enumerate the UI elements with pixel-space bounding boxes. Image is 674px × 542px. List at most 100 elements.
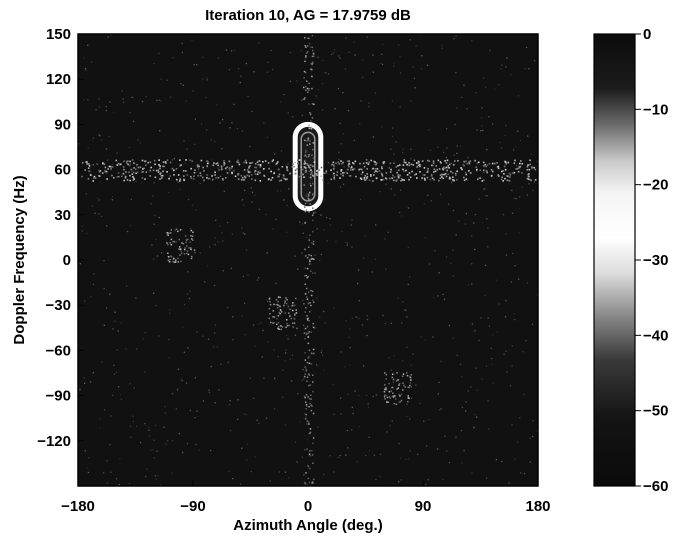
noise-speck bbox=[471, 263, 473, 265]
noise-speck bbox=[319, 316, 321, 318]
clutter-ridge-speck bbox=[256, 173, 259, 175]
noise-speck bbox=[287, 163, 289, 165]
clutter-ridge-speck bbox=[425, 171, 428, 174]
noise-speck bbox=[342, 91, 344, 94]
speckle-cluster-speck bbox=[293, 322, 296, 324]
clutter-ridge-speck bbox=[497, 175, 500, 178]
speckle-cluster-speck bbox=[190, 234, 192, 237]
sidelobe-ridge-speck bbox=[302, 86, 305, 89]
speckle-cluster-speck bbox=[407, 386, 410, 388]
speckle-cluster-speck bbox=[389, 397, 392, 399]
noise-speck bbox=[258, 208, 260, 210]
clutter-ridge-speck bbox=[456, 170, 458, 173]
noise-speck bbox=[152, 195, 154, 197]
clutter-ridge-speck bbox=[348, 162, 350, 165]
noise-speck bbox=[291, 354, 294, 356]
noise-speck bbox=[519, 417, 521, 419]
noise-speck bbox=[283, 199, 285, 201]
clutter-ridge-speck bbox=[190, 167, 193, 170]
noise-speck bbox=[114, 320, 116, 323]
noise-speck bbox=[491, 363, 493, 366]
noise-speck bbox=[333, 307, 335, 309]
noise-speck bbox=[366, 334, 368, 337]
sidelobe-ridge-speck bbox=[310, 126, 313, 129]
clutter-ridge-speck bbox=[228, 169, 231, 171]
sidelobe-ridge-speck bbox=[305, 55, 307, 57]
noise-speck bbox=[510, 281, 513, 283]
clutter-ridge-speck bbox=[375, 170, 377, 172]
noise-speck bbox=[253, 71, 255, 73]
noise-speck bbox=[400, 479, 402, 481]
sidelobe-ridge-speck bbox=[312, 352, 315, 355]
clutter-ridge-speck bbox=[271, 160, 274, 163]
clutter-ridge-speck bbox=[303, 163, 306, 165]
noise-speck bbox=[185, 382, 188, 384]
noise-speck bbox=[358, 394, 360, 397]
sidelobe-ridge-speck bbox=[311, 117, 314, 119]
speckle-cluster-speck bbox=[167, 234, 169, 236]
clutter-ridge-speck bbox=[193, 175, 195, 177]
clutter-ridge-speck bbox=[122, 172, 125, 175]
clutter-ridge-speck bbox=[477, 161, 480, 164]
noise-speck bbox=[97, 197, 99, 200]
clutter-ridge-speck bbox=[141, 159, 144, 162]
clutter-ridge-speck bbox=[373, 171, 376, 173]
noise-speck bbox=[390, 148, 392, 150]
speckle-cluster-speck bbox=[277, 300, 279, 303]
clutter-ridge-speck bbox=[421, 176, 424, 179]
noise-speck bbox=[503, 353, 505, 355]
noise-speck bbox=[414, 87, 416, 89]
sidelobe-ridge-speck bbox=[308, 239, 311, 241]
noise-speck bbox=[372, 71, 374, 73]
clutter-ridge-speck bbox=[152, 169, 155, 172]
clutter-ridge-speck bbox=[529, 159, 531, 162]
sidelobe-ridge-speck bbox=[304, 373, 307, 375]
clutter-ridge-speck bbox=[136, 171, 139, 174]
noise-speck bbox=[242, 232, 244, 234]
noise-speck bbox=[273, 377, 276, 379]
noise-speck bbox=[306, 423, 308, 425]
sidelobe-ridge-speck bbox=[306, 376, 309, 379]
noise-speck bbox=[354, 390, 356, 392]
clutter-ridge-speck bbox=[230, 167, 233, 170]
clutter-ridge-speck bbox=[297, 162, 299, 165]
speckle-cluster-speck bbox=[190, 247, 192, 249]
sidelobe-ridge-speck bbox=[304, 401, 307, 403]
clutter-ridge-speck bbox=[259, 172, 261, 174]
clutter-ridge-speck bbox=[303, 176, 305, 178]
clutter-ridge-speck bbox=[342, 161, 344, 164]
speckle-cluster-speck bbox=[177, 230, 179, 233]
noise-speck bbox=[164, 412, 167, 414]
sidelobe-ridge-speck bbox=[310, 62, 313, 65]
noise-speck bbox=[425, 483, 427, 486]
sidelobe-ridge-speck bbox=[305, 170, 307, 172]
clutter-ridge-speck bbox=[144, 160, 147, 162]
noise-speck bbox=[525, 339, 527, 342]
noise-speck bbox=[338, 151, 340, 154]
noise-speck bbox=[139, 142, 142, 144]
clutter-ridge-speck bbox=[347, 160, 349, 162]
clutter-ridge-speck bbox=[270, 170, 272, 173]
sidelobe-ridge-speck bbox=[309, 450, 311, 452]
noise-speck bbox=[250, 470, 253, 473]
clutter-ridge-speck bbox=[406, 174, 409, 176]
clutter-ridge-speck bbox=[126, 162, 128, 165]
noise-speck bbox=[148, 427, 150, 429]
noise-speck bbox=[84, 450, 86, 452]
sidelobe-ridge-speck bbox=[308, 37, 311, 40]
speckle-cluster-speck bbox=[402, 384, 405, 387]
clutter-ridge-speck bbox=[363, 178, 366, 181]
noise-speck bbox=[92, 283, 95, 286]
noise-speck bbox=[402, 152, 404, 154]
noise-speck bbox=[85, 193, 88, 195]
clutter-ridge-speck bbox=[267, 162, 270, 164]
sidelobe-ridge-speck bbox=[306, 448, 308, 450]
speckle-cluster-speck bbox=[398, 401, 401, 403]
clutter-ridge-speck bbox=[81, 175, 83, 178]
noise-speck bbox=[361, 324, 364, 326]
noise-speck bbox=[195, 209, 197, 211]
sidelobe-ridge-speck bbox=[312, 212, 315, 214]
sidelobe-ridge-speck bbox=[303, 139, 306, 142]
clutter-ridge-speck bbox=[533, 166, 535, 169]
clutter-ridge-speck bbox=[194, 169, 196, 171]
